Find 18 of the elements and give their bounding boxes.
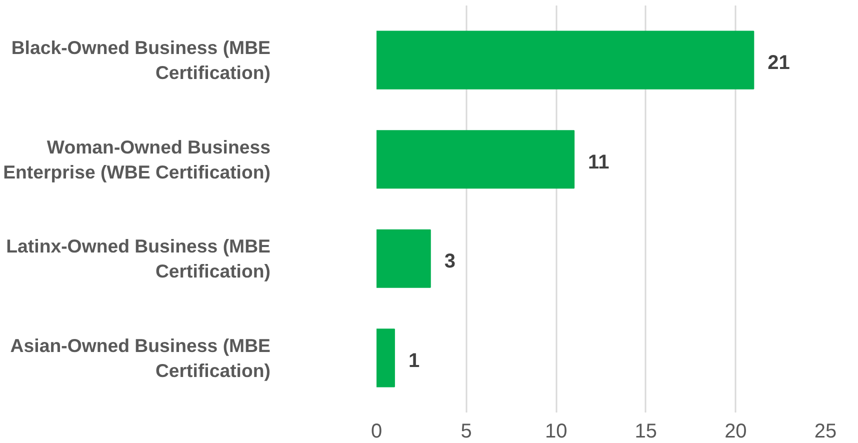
y-tick-label: Black-Owned Business (MBE Certification) — [11, 37, 271, 84]
x-tick-label: 15 — [634, 420, 658, 442]
data-label: 21 — [768, 52, 790, 74]
data-label: 11 — [588, 151, 610, 174]
bar — [376, 229, 431, 288]
bar — [376, 30, 754, 90]
data-label: 1 — [408, 350, 420, 372]
x-tick-label: 25 — [814, 420, 837, 442]
x-tick-label: 0 — [370, 420, 382, 442]
y-tick-label: Latinx-Owned Business (MBE Certification) — [6, 236, 271, 282]
data-label: 3 — [444, 250, 456, 273]
bar — [376, 328, 395, 388]
x-tick-label: 5 — [460, 420, 472, 442]
x-tick-label: 20 — [724, 420, 747, 442]
x-tick-label: 10 — [544, 420, 568, 442]
y-tick-label: Woman-Owned Business Enterprise (WBE Certification) — [3, 136, 271, 182]
y-tick-label: Asian-Owned Business (MBE Certification) — [10, 334, 271, 381]
bar — [376, 130, 575, 189]
